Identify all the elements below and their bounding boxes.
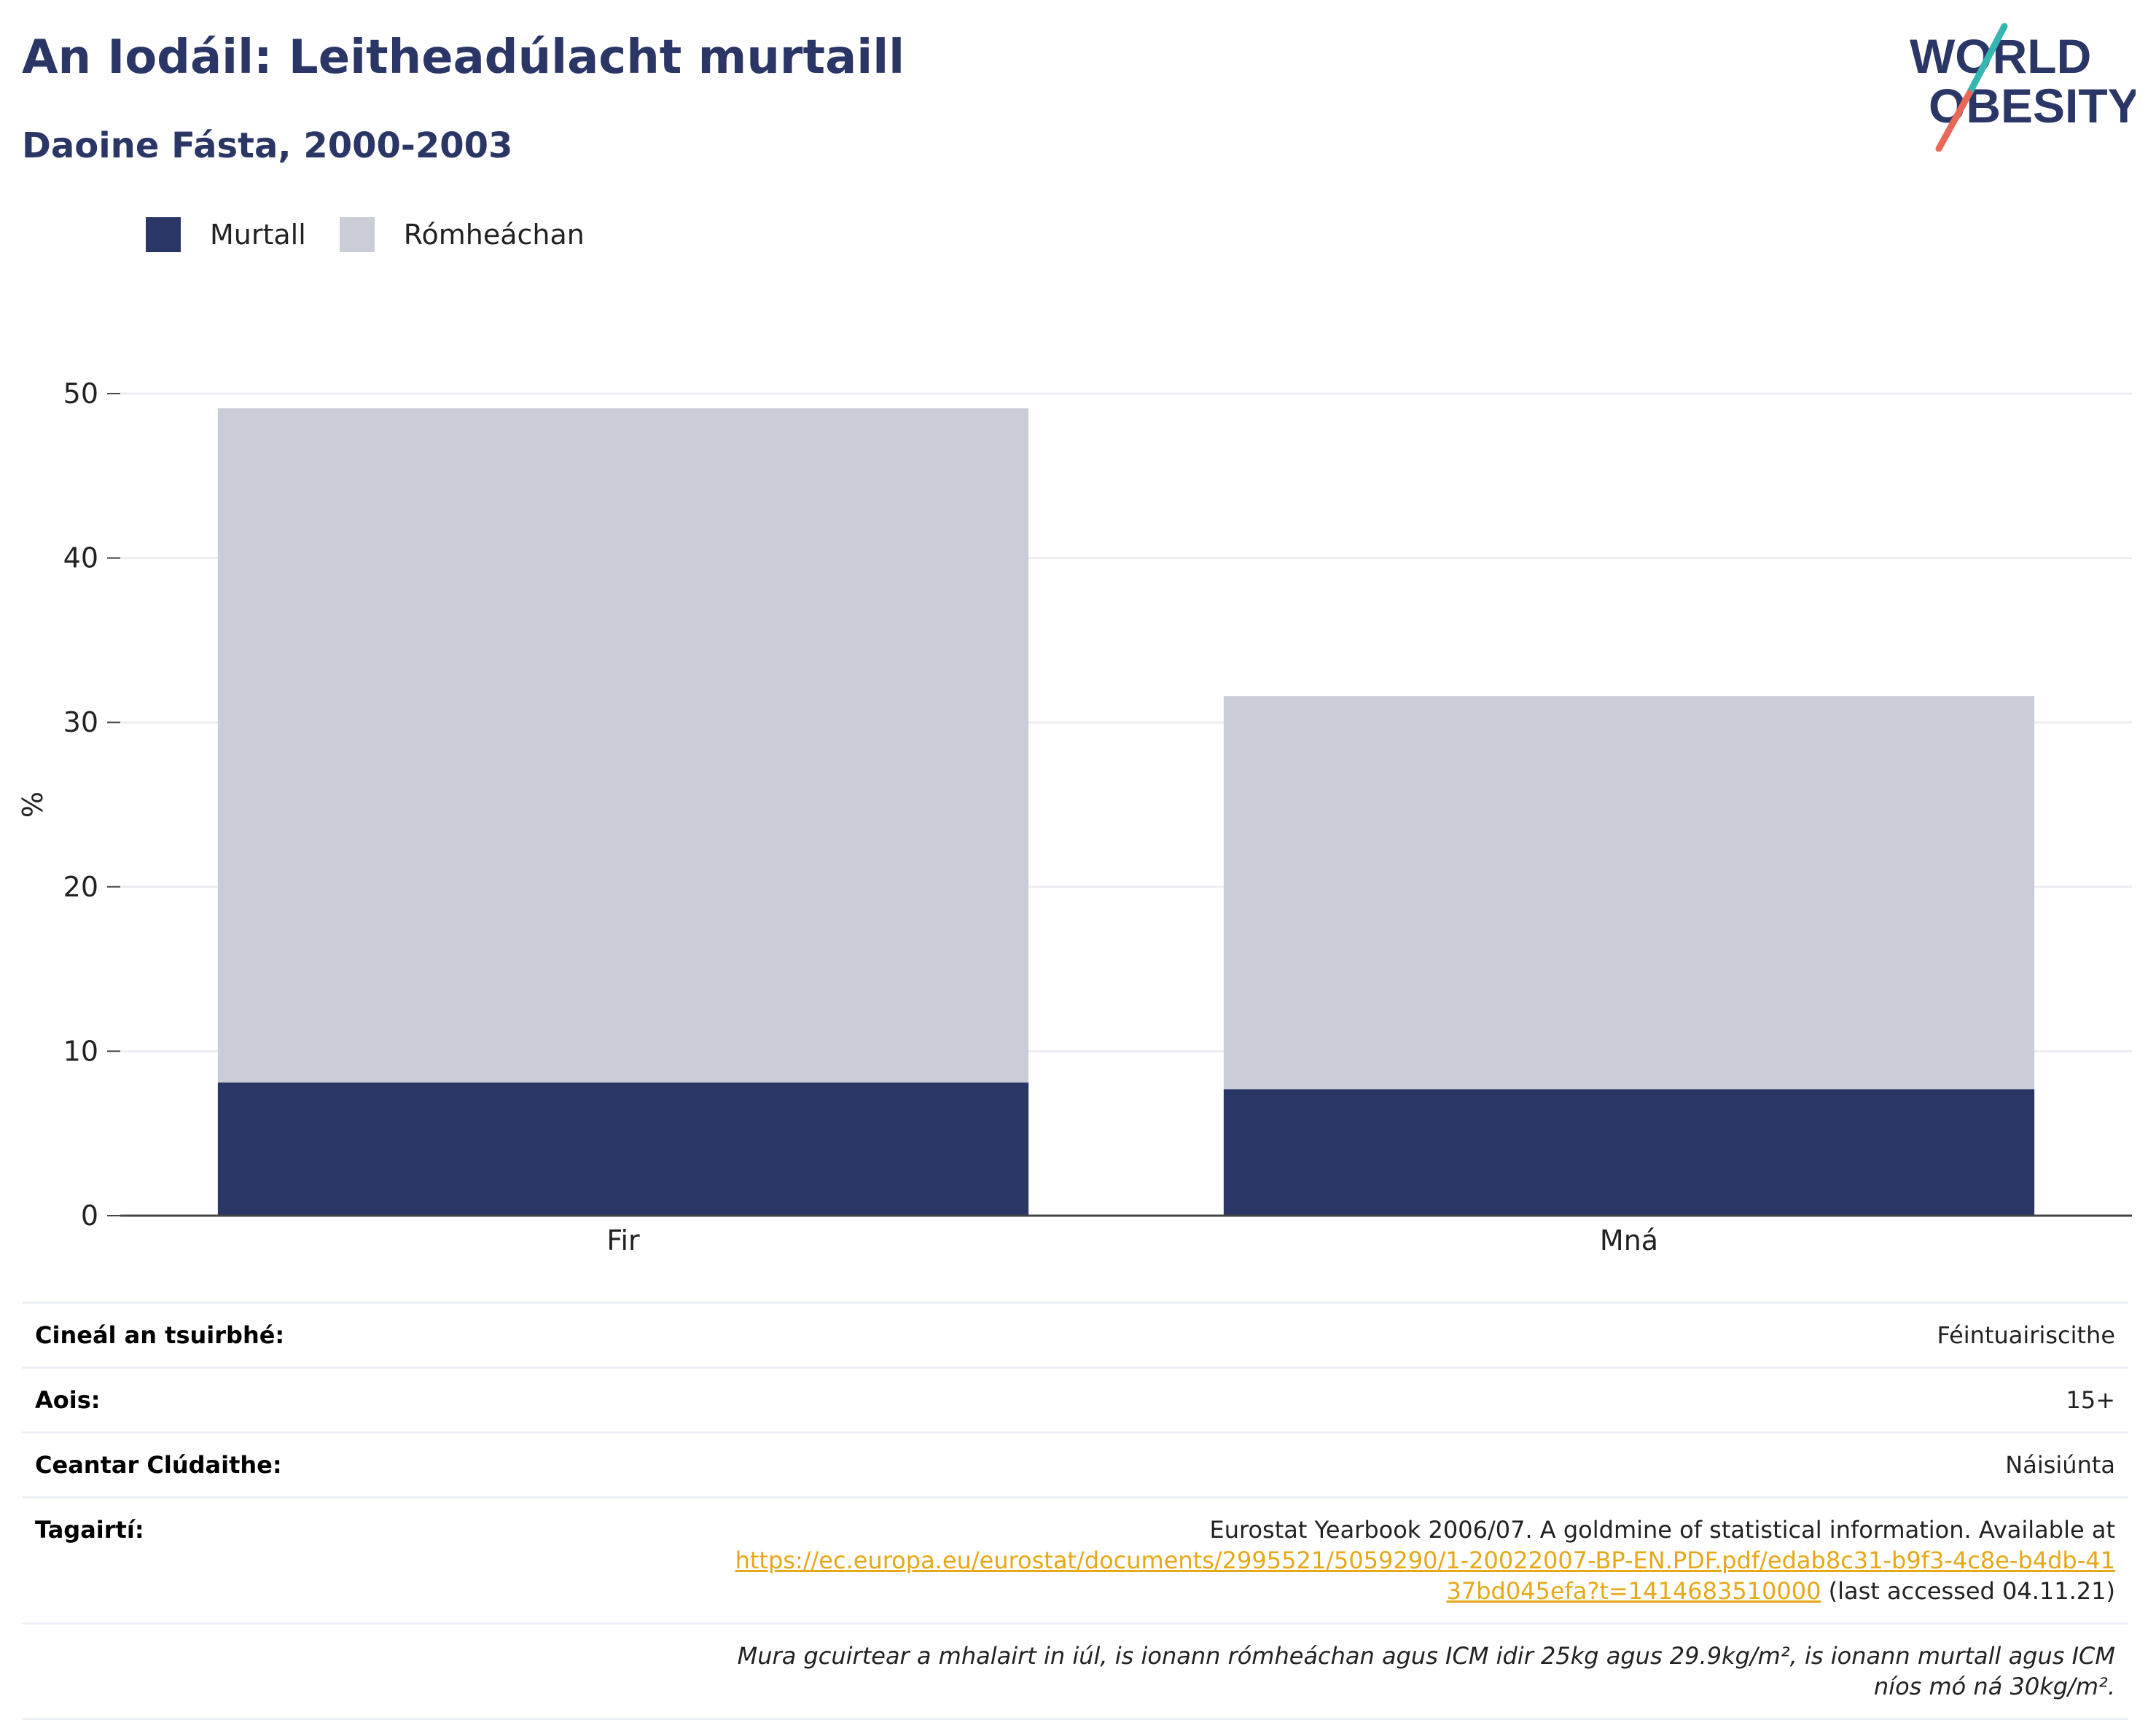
survey-type-value: Féintuairiscithe — [1937, 1321, 2115, 1349]
info-row-area: Ceantar Clúdaithe: Náisiúnta — [22, 1431, 2128, 1496]
legend-label-romheachan: Rómheáchan — [403, 219, 585, 251]
bars — [217, 408, 2035, 1216]
definition-note: Mura gcuirtear a mhalairt in iúl, is ion… — [737, 1642, 2115, 1700]
legend-item-romheachan[interactable]: Rómheáchan — [339, 217, 585, 252]
chart-title: An Iodáil: Leitheadúlacht murtaill — [22, 31, 905, 85]
info-row-age: Aois: 15+ — [22, 1367, 2128, 1431]
legend-swatch-romheachan — [339, 217, 375, 252]
reference-text: Eurostat Yearbook 2006/07. A goldmine of… — [1209, 1516, 2116, 1544]
logo-slash-teal — [1966, 23, 2008, 97]
age-label: Aois: — [35, 1386, 101, 1414]
x-axis-ticks: Fir Mná — [606, 1224, 1658, 1256]
reference-accessed: (last accessed 04.11.21) — [1828, 1577, 2115, 1605]
area-label: Ceantar Clúdaithe: — [35, 1451, 282, 1479]
bar-murtall-1[interactable] — [1223, 1089, 2035, 1216]
age-value: 15+ — [2066, 1386, 2115, 1414]
info-row-references: Tagairtí: Eurostat Yearbook 2006/07. A g… — [22, 1496, 2128, 1622]
y-tick-label: 40 — [63, 542, 98, 574]
x-tick-label: Mná — [1600, 1224, 1658, 1256]
y-axis-label: % — [17, 791, 49, 818]
legend-swatch-murtall — [146, 217, 181, 252]
info-row-note: Mura gcuirtear a mhalairt in iúl, is ion… — [22, 1622, 2128, 1720]
chart-subtitle: Daoine Fásta, 2000-2003 — [22, 125, 513, 166]
info-row-survey-type: Cineál an tsuirbhé: Féintuairiscithe — [22, 1302, 2128, 1367]
y-tick-label: 0 — [81, 1200, 98, 1232]
y-axis-ticks: 0 10 20 30 40 50 — [63, 378, 120, 1232]
references-value: Eurostat Yearbook 2006/07. A goldmine of… — [730, 1514, 2115, 1606]
reference-link[interactable]: https://ec.europa.eu/eurostat/documents/… — [735, 1547, 2115, 1605]
legend-item-murtall[interactable]: Murtall — [146, 217, 306, 252]
area-value: Náisiúnta — [2005, 1451, 2115, 1479]
survey-type-label: Cineál an tsuirbhé: — [35, 1321, 285, 1349]
x-tick-label: Fir — [606, 1224, 640, 1256]
y-tick-label: 10 — [63, 1035, 98, 1067]
info-table: Cineál an tsuirbhé: Féintuairiscithe Aoi… — [22, 1302, 2128, 1720]
y-tick-label: 30 — [63, 706, 98, 738]
y-tick-label: 20 — [63, 871, 98, 903]
world-obesity-logo: WORLD OBESITY — [1902, 20, 2140, 152]
bar-romheachan-0[interactable] — [217, 408, 1029, 1083]
references-label: Tagairtí: — [35, 1516, 144, 1544]
logo-slash-coral — [1935, 90, 1973, 152]
bar-chart: 0 10 20 30 40 50 Fir Mná % — [17, 378, 2132, 1256]
bar-murtall-0[interactable] — [217, 1082, 1029, 1216]
logo-graphic: WORLD OBESITY — [1910, 23, 2140, 152]
legend-label-murtall: Murtall — [210, 219, 306, 251]
bar-romheachan-1[interactable] — [1223, 696, 2035, 1090]
y-tick-label: 50 — [63, 378, 98, 410]
chart-legend: Murtall Rómheáchan — [146, 217, 618, 252]
